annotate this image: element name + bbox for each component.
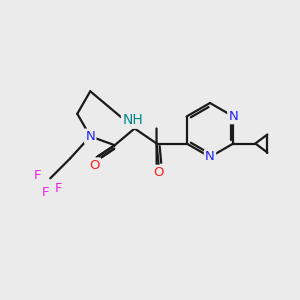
Text: NH: NH — [122, 113, 143, 128]
Text: F: F — [34, 169, 41, 182]
Text: N: N — [229, 110, 238, 123]
Text: N: N — [85, 130, 95, 143]
Text: O: O — [89, 159, 100, 172]
Text: O: O — [153, 166, 164, 179]
Text: F: F — [41, 186, 49, 199]
Text: N: N — [205, 151, 215, 164]
Text: F: F — [55, 182, 62, 195]
